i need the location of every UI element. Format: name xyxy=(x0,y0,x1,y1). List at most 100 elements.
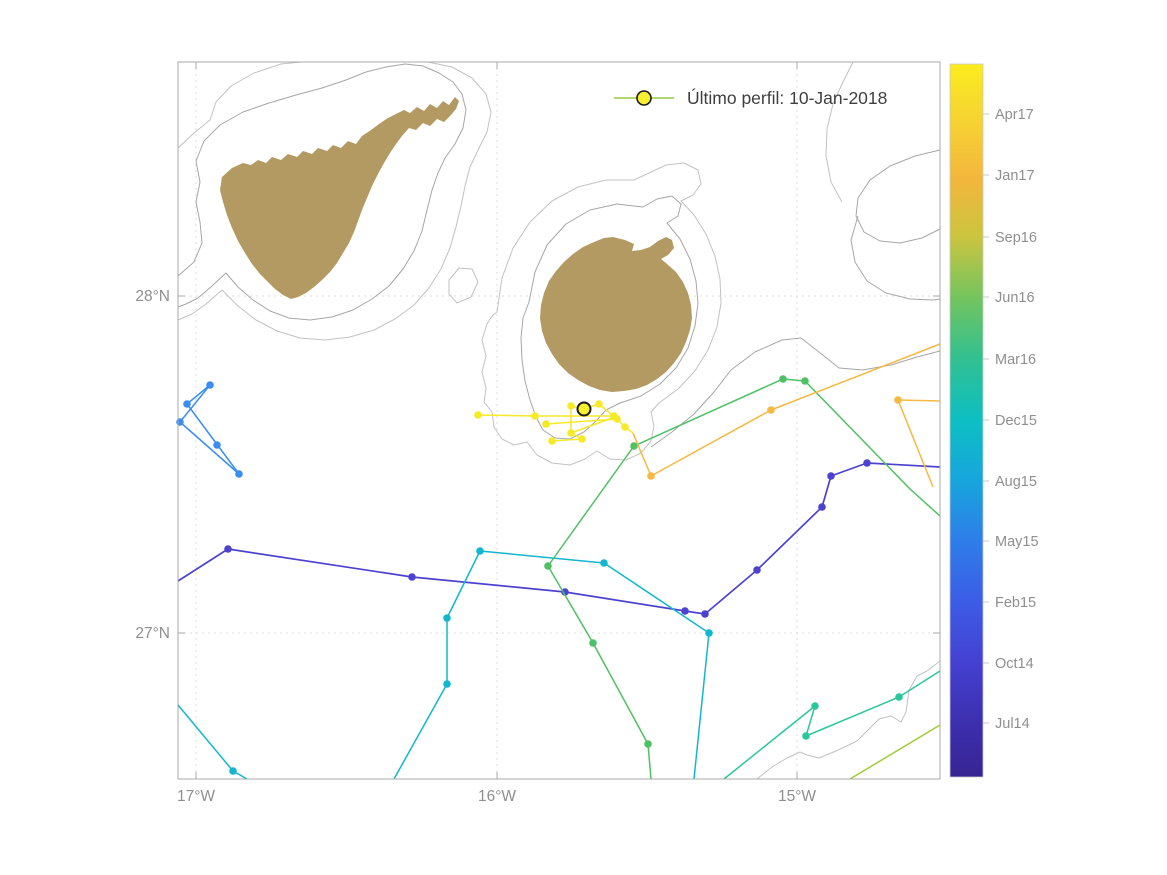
drift-jan16-jun16-profile-dot xyxy=(589,639,597,647)
drift-jan16-jun16-profile-dot xyxy=(779,375,787,383)
colorbar-tick-label: Oct14 xyxy=(995,656,1034,672)
drift-dec15-profile-dot xyxy=(811,702,819,710)
island-west xyxy=(220,97,459,299)
drift-feb15-may15-profile-dot xyxy=(235,470,243,478)
drift-dec15-profile-dot xyxy=(895,693,903,701)
y-tick-label: 27°N xyxy=(135,625,170,642)
drift-aug15-west-line xyxy=(177,704,248,780)
depth-contour xyxy=(177,61,492,341)
drift-aug15-nov15-line xyxy=(393,550,710,780)
x-tick-label: 17°W xyxy=(177,788,215,805)
drift-apr17-jan18-line xyxy=(551,416,616,442)
colorbar-tick-label: Apr17 xyxy=(995,107,1034,123)
drift-feb15-may15-line xyxy=(179,421,240,475)
drift-oct16-jan17-profile-dot xyxy=(894,396,902,404)
drift-apr17-jan18-profile-dot xyxy=(567,429,575,437)
depth-contour xyxy=(850,215,941,301)
drift-jan16-jun16-profile-dot xyxy=(644,740,652,748)
depth-contour xyxy=(177,61,302,149)
drift-aug15-nov15-profile-dot xyxy=(705,629,713,637)
drift-oct16-jan17-profile-dot xyxy=(767,406,775,414)
drift-feb15-may15-profile-dot xyxy=(176,418,184,426)
drift-apr17-jan18-profile-dot xyxy=(613,415,621,423)
drift-jan16-jun16-line xyxy=(547,378,941,780)
drift-aug15-nov15-profile-dot xyxy=(600,559,608,567)
drift-feb15-may15-profile-dot xyxy=(213,441,221,449)
colorbar-tick-label: Dec15 xyxy=(995,413,1037,429)
legend-label: Último perfil: 10-Jan-2018 xyxy=(687,87,887,108)
colorbar-tick-label: Feb15 xyxy=(995,595,1036,611)
axes: 17°W 16°W 15°W 28°N 27°N xyxy=(135,61,941,805)
depth-contour xyxy=(448,267,479,304)
islands xyxy=(220,97,692,392)
depth-contour xyxy=(520,195,699,440)
drift-dec15-line xyxy=(723,670,941,780)
colorbar-tick-label: Jun16 xyxy=(995,290,1035,306)
depth-contour xyxy=(855,149,941,244)
drift-feb15-may15-line xyxy=(179,384,211,423)
drift-apr17-jan18-profile-dot xyxy=(578,435,586,443)
drift-jul14-nov14-profile-dot xyxy=(827,472,835,480)
drift-oct16-jan17-line xyxy=(632,343,941,477)
depth-contours xyxy=(177,61,941,780)
drift-apr17-jan18-line xyxy=(477,414,614,417)
drift-jul14-nov14-line xyxy=(177,462,941,615)
drift-aug15-west-profile-dot xyxy=(229,767,237,775)
drift-jul14-nov14-profile-dot xyxy=(408,573,416,581)
colorbar-gradient xyxy=(949,63,984,778)
drift-jan16-jun16-profile-dot xyxy=(801,377,809,385)
plot-border xyxy=(177,61,941,780)
depth-contour xyxy=(756,660,941,780)
drift-feb15-may15-profile-dot xyxy=(183,400,191,408)
drift-jan16-jun16-profile-dot xyxy=(544,562,552,570)
island-east xyxy=(540,237,692,392)
drift-feb15-may15-line xyxy=(186,384,211,405)
drift-apr17-jan18-profile-dot xyxy=(531,412,539,420)
drift-jul14-nov14-profile-dot xyxy=(863,459,871,467)
drift-jul14-nov14-profile-dot xyxy=(681,607,689,615)
drift-aug15-nov15-profile-dot xyxy=(443,614,451,622)
depth-contour xyxy=(650,337,941,448)
x-tick-label: 16°W xyxy=(478,788,516,805)
colorbar-tick-label: May15 xyxy=(995,534,1039,550)
drift-apr17-jan18-profile-dot xyxy=(595,400,603,408)
drift-oct16-jan17-profile-dot xyxy=(647,472,655,480)
legend: Último perfil: 10-Jan-2018 xyxy=(614,87,887,108)
x-tick-label: 15°W xyxy=(778,788,816,805)
drift-jul14-nov14-profile-dot xyxy=(224,545,232,553)
drift-feb15-may15-profile-dot xyxy=(206,381,214,389)
gridlines xyxy=(178,62,940,779)
drift-oct16-jan17-line xyxy=(897,399,941,488)
last-profile-dot xyxy=(576,401,592,417)
drift-jul14-nov14-profile-dot xyxy=(818,503,826,511)
float-trajectories xyxy=(176,343,941,780)
colorbar-tick-label: Jul14 xyxy=(995,716,1030,732)
drift-apr17-jan18-profile-dot xyxy=(548,437,556,445)
colorbar-tick-label: Sep16 xyxy=(995,230,1037,246)
colorbar-tick-label: Jan17 xyxy=(995,168,1035,184)
drift-apr17-jan18-profile-dot xyxy=(474,411,482,419)
legend-marker-icon xyxy=(636,90,652,106)
drift-apr17-jan18-profile-dot xyxy=(542,420,550,428)
y-tick-label: 28°N xyxy=(135,288,170,305)
drift-apr17-jan18-profile-dot xyxy=(567,402,575,410)
depth-contour xyxy=(481,162,722,466)
drift-jul16-sep16-line xyxy=(849,724,941,780)
depth-contour xyxy=(825,61,854,203)
drift-jan16-jun16-profile-dot xyxy=(630,442,638,450)
last-profile-marker xyxy=(576,401,592,417)
colorbar-tick-label: Aug15 xyxy=(995,474,1037,490)
drift-jul14-nov14-profile-dot xyxy=(753,566,761,574)
drift-aug15-nov15-profile-dot xyxy=(443,680,451,688)
drift-apr17-jan18-profile-dot xyxy=(621,423,629,431)
drift-aug15-nov15-profile-dot xyxy=(476,547,484,555)
colorbar: Apr17 Jan17 Sep16 Jun16 Mar16 Dec15 Aug15 May15… xyxy=(949,63,1039,778)
drift-jul14-nov14-profile-dot xyxy=(701,610,709,618)
drift-jul14-nov14-profile-dot xyxy=(561,588,569,596)
colorbar-tick-label: Mar16 xyxy=(995,352,1036,368)
drift-feb15-may15-line xyxy=(186,403,240,475)
depth-contour xyxy=(177,63,467,321)
drift-dec15-profile-dot xyxy=(802,732,810,740)
